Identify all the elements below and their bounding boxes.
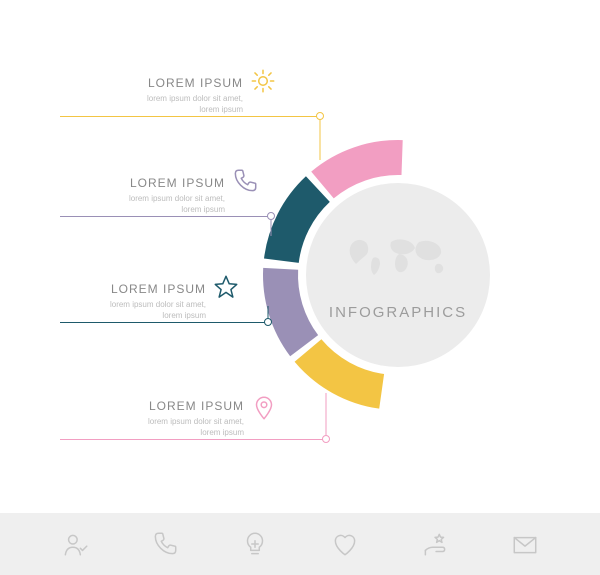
center-circle: INFOGRAPHICS bbox=[306, 183, 490, 367]
bulb-icon bbox=[240, 529, 270, 559]
item-title-2: LOREM IPSUM bbox=[96, 282, 206, 296]
item-0: LOREM IPSUM lorem ipsum dolor sit amet, l… bbox=[133, 76, 243, 115]
item-title-3: LOREM IPSUM bbox=[134, 399, 244, 413]
connector-dot-3 bbox=[322, 435, 330, 443]
item-subtitle-2: lorem ipsum dolor sit amet, lorem ipsum bbox=[96, 299, 206, 321]
infographic-canvas: INFOGRAPHICS LOREM IPSUM lorem ipsum dolo… bbox=[0, 0, 600, 575]
connector-line-1 bbox=[60, 216, 271, 217]
connector-dot-1 bbox=[267, 212, 275, 220]
pin-icon bbox=[249, 393, 279, 428]
item-2: LOREM IPSUM lorem ipsum dolor sit amet, l… bbox=[96, 282, 206, 321]
connector-line-3 bbox=[60, 439, 326, 440]
envelope-icon bbox=[510, 529, 540, 559]
user-check-icon bbox=[60, 529, 90, 559]
phone-icon bbox=[150, 529, 180, 559]
center-label: INFOGRAPHICS bbox=[329, 304, 467, 321]
item-title-1: LOREM IPSUM bbox=[115, 176, 225, 190]
footer-icon-bar bbox=[0, 513, 600, 575]
ring-arcs bbox=[0, 0, 600, 575]
star-icon bbox=[211, 272, 241, 307]
connector-line-0 bbox=[60, 116, 320, 117]
phone-icon bbox=[230, 166, 260, 201]
connector-dot-2 bbox=[264, 318, 272, 326]
connector-dot-0 bbox=[316, 112, 324, 120]
hand-star-icon bbox=[420, 529, 450, 559]
gear-icon bbox=[248, 66, 278, 101]
world-map-icon bbox=[343, 230, 453, 280]
item-title-0: LOREM IPSUM bbox=[133, 76, 243, 90]
item-subtitle-3: lorem ipsum dolor sit amet, lorem ipsum bbox=[134, 416, 244, 438]
item-1: LOREM IPSUM lorem ipsum dolor sit amet, l… bbox=[115, 176, 225, 215]
heart-icon bbox=[330, 529, 360, 559]
item-subtitle-1: lorem ipsum dolor sit amet, lorem ipsum bbox=[115, 193, 225, 215]
item-subtitle-0: lorem ipsum dolor sit amet, lorem ipsum bbox=[133, 93, 243, 115]
item-3: LOREM IPSUM lorem ipsum dolor sit amet, l… bbox=[134, 399, 244, 438]
connector-line-2 bbox=[60, 322, 268, 323]
